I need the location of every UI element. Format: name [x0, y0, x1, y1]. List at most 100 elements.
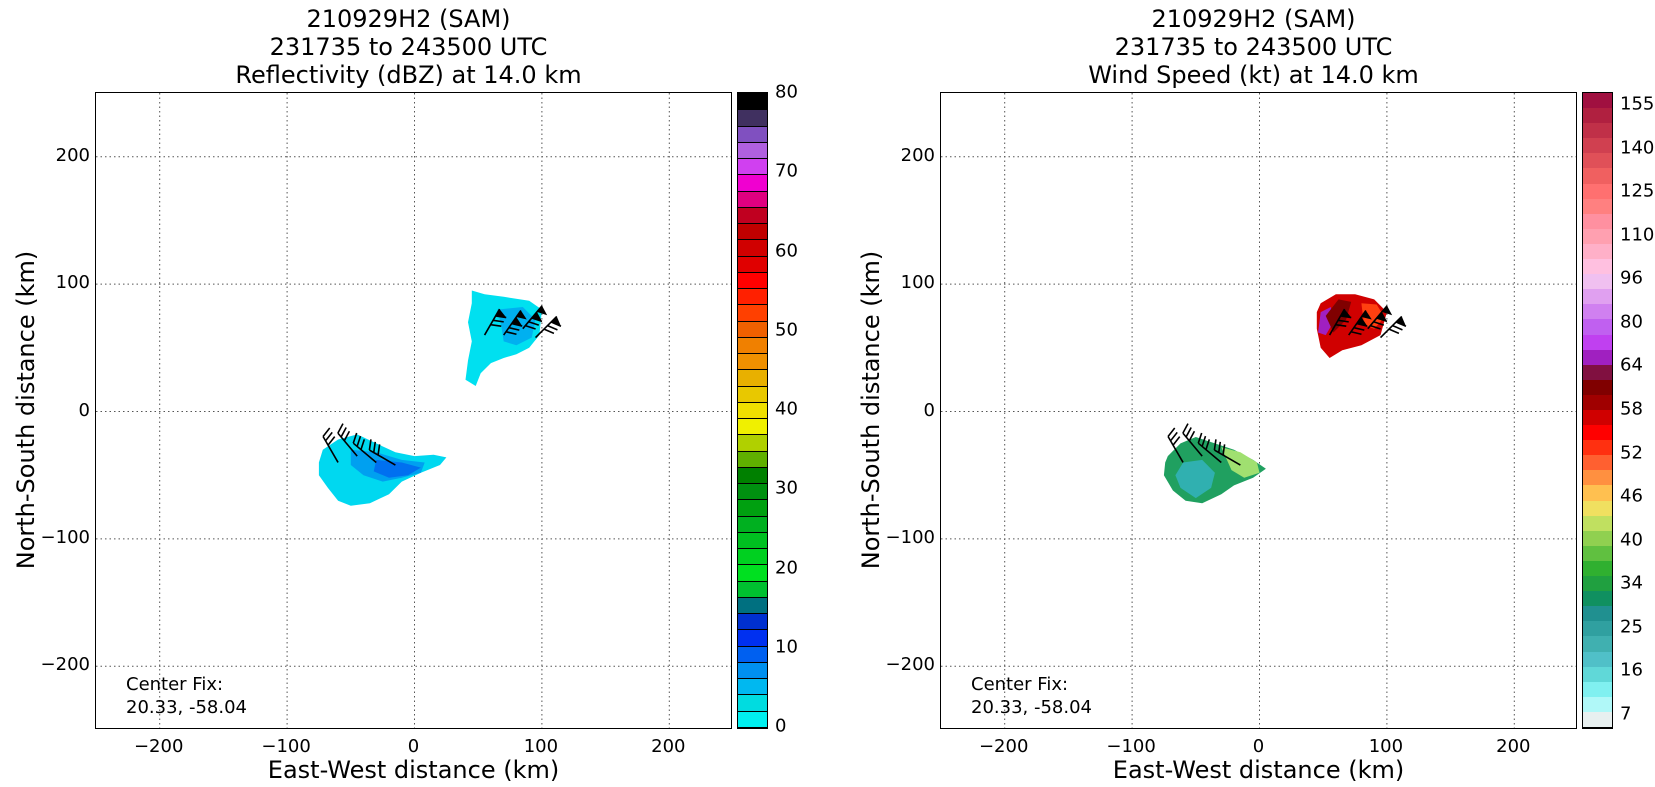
colorbar: [737, 92, 768, 729]
colorbar-segment: [738, 580, 767, 598]
colorbar-segment: [1583, 500, 1612, 517]
colorbar-segment: [1583, 153, 1612, 170]
colorbar-segment: [1583, 440, 1612, 457]
colorbar-segment: [1583, 213, 1612, 230]
wind-barb: [1367, 305, 1393, 330]
colorbar-segment: [738, 109, 767, 127]
barb-feather: [356, 435, 362, 447]
colorbar-tick-label: 30: [775, 477, 798, 499]
colorbar-tick-label: 96: [1620, 267, 1643, 289]
barb-feather: [1201, 435, 1207, 447]
title-line: Wind Speed (kt) at 14.0 km: [1088, 61, 1419, 89]
barb-feather: [372, 441, 377, 453]
wind-barb: [503, 310, 527, 336]
barb-feather: [1169, 431, 1178, 442]
colorbar-segment: [738, 93, 767, 111]
center-fix-annotation: Center Fix: 20.33, -58.04: [126, 673, 247, 719]
barb-feather: [1335, 323, 1347, 327]
barb-feather: [1337, 319, 1349, 323]
colorbar-segment: [1583, 304, 1612, 321]
plot-area: Center Fix: 20.33, -58.04: [940, 92, 1577, 729]
colorbar-tick-label: 20: [775, 557, 798, 578]
barb-feather: [377, 444, 381, 456]
y-tick-label: −200: [40, 654, 90, 676]
wind-barb: [352, 432, 377, 464]
echo-region-south-wind-inner: [1175, 459, 1215, 499]
wind-barb: [1182, 423, 1203, 457]
colorbar-segment: [1583, 319, 1612, 336]
colorbar-segment: [1583, 681, 1612, 698]
y-tick-label: 200: [900, 144, 935, 166]
barb-feather: [547, 324, 558, 331]
barb-feather: [550, 321, 562, 328]
barb-feather: [1222, 444, 1226, 456]
barb-feather: [525, 324, 536, 330]
barb-flag: [1361, 310, 1372, 320]
barb-feather: [1370, 324, 1381, 330]
barb-feather: [1213, 439, 1217, 451]
y-tick-label: −200: [885, 654, 935, 676]
annotation-line: 20.33, -58.04: [126, 697, 247, 718]
colorbar-segment: [738, 271, 767, 290]
wind-barb: [368, 439, 396, 466]
wind-barb: [534, 315, 562, 339]
barb-feather: [492, 319, 504, 323]
chart-title: 210929H2 (SAM) 231735 to 243500 UTC Wind…: [935, 5, 1572, 89]
colorbar-segment: [738, 174, 767, 192]
colorbar-segment: [1583, 515, 1612, 532]
barb-flag: [536, 305, 548, 316]
barb-feather: [1388, 328, 1400, 335]
colorbar-tick-label: 25: [1620, 616, 1643, 638]
barb-feather: [1217, 441, 1222, 453]
heatmap-svg: [941, 93, 1576, 728]
colorbar-segment: [738, 483, 767, 501]
colorbar-segment: [1583, 666, 1612, 683]
barb-flag: [516, 310, 527, 320]
colorbar-segment: [1583, 183, 1612, 200]
barb-flag: [1396, 316, 1406, 327]
x-tick-label: −200: [978, 736, 1029, 757]
wind-barb: [1348, 310, 1372, 336]
colorbar-segment: [1583, 651, 1612, 668]
colorbar-segment: [1583, 485, 1612, 502]
x-tick-label: 200: [1496, 736, 1531, 757]
colorbar-segment: [738, 401, 767, 420]
barb-feather: [495, 315, 507, 319]
colorbar-tick-label: 140: [1620, 137, 1655, 159]
colorbar-segment: [738, 694, 767, 712]
barb-feather: [327, 436, 336, 446]
wind-barb: [1197, 432, 1222, 464]
colorbar-tick-label: 52: [1620, 442, 1643, 464]
colorbar-segment: [1583, 349, 1612, 366]
colorbar-segment: [1583, 168, 1612, 185]
colorbar-segment: [1583, 274, 1612, 291]
barb-feather: [1185, 427, 1192, 438]
wind-barb: [1379, 315, 1407, 339]
echo-region-south-echo-inner: [373, 459, 421, 478]
y-axis-label: North-South distance (km): [857, 250, 885, 570]
barb-feather: [490, 323, 502, 327]
colorbar-segment: [1583, 636, 1612, 653]
barb-flag: [531, 311, 543, 322]
colorbar-segment: [1583, 379, 1612, 396]
barb-feather: [511, 322, 523, 327]
colorbar-segment: [1583, 530, 1612, 547]
echo-region-south-wind-light: [1221, 447, 1260, 478]
wind-barb: [337, 423, 358, 457]
barb-feather: [360, 439, 366, 450]
colorbar-segment: [738, 320, 767, 338]
barb-feather: [1172, 436, 1181, 446]
colorbar-segment: [1583, 425, 1612, 442]
heatmap-svg: [96, 93, 731, 728]
colorbar-tick-label: 155: [1620, 93, 1655, 115]
barb-feather: [1373, 321, 1385, 326]
reflectivity-panel: 210929H2 (SAM) 231735 to 243500 UTC Refl…: [0, 0, 827, 787]
y-tick-label: 100: [55, 272, 90, 294]
annotation-line: Center Fix:: [971, 674, 1069, 695]
colorbar-segment: [738, 353, 767, 371]
colorbar-tick-label: 46: [1620, 485, 1643, 507]
barb-feather: [528, 321, 540, 326]
y-axis-label: North-South distance (km): [12, 250, 40, 570]
plot-area: Center Fix: 20.33, -58.04: [95, 92, 732, 729]
x-tick-label: 200: [651, 736, 686, 757]
